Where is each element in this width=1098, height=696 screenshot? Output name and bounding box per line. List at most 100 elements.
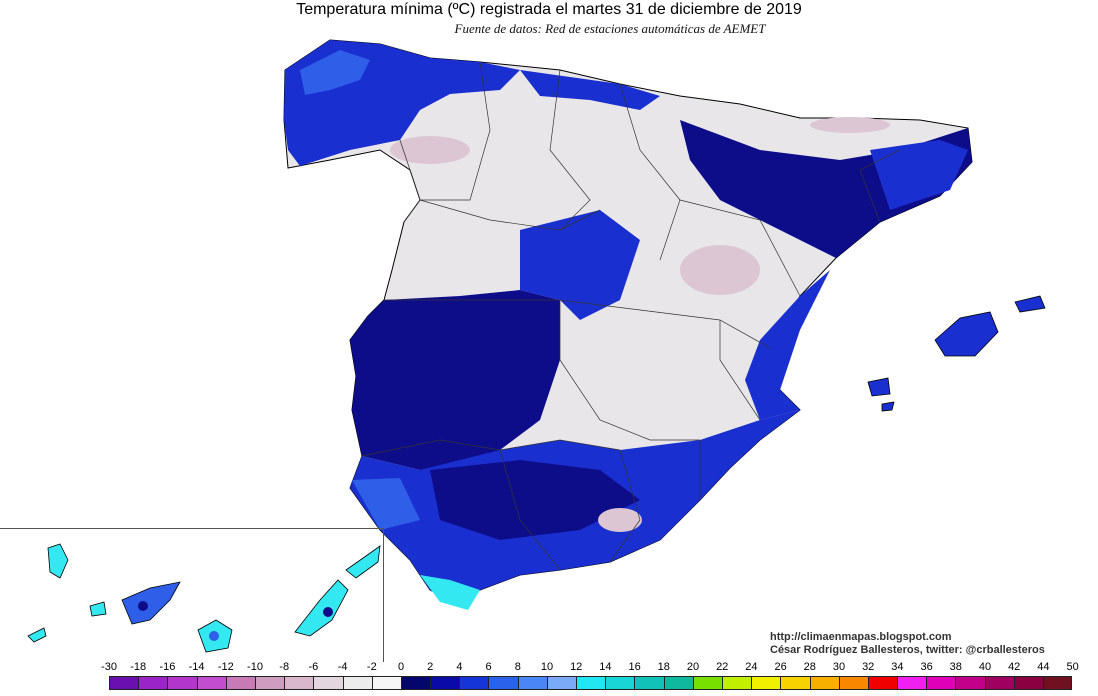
legend-label: 10 [540, 661, 554, 673]
gran-canaria-cold-spot [209, 631, 219, 641]
legend-label: 6 [485, 661, 492, 673]
guadalquivir-deep-cold [430, 460, 640, 540]
galicia-deep-cold [300, 50, 370, 95]
legend-swatch [430, 676, 460, 690]
legend-label: 40 [978, 661, 992, 673]
canary-islands-frame [0, 528, 384, 662]
legend-swatch [284, 676, 314, 690]
legend-swatch [459, 676, 489, 690]
legend-label: 34 [891, 661, 904, 673]
catalonia-cold [870, 140, 968, 210]
el-hierro-island [27, 627, 47, 643]
legend-swatch [955, 676, 985, 690]
legend-swatch [926, 676, 956, 690]
legend-label: -18 [130, 661, 147, 673]
legend-swatch [196, 676, 226, 690]
fuerteventura-island [294, 579, 349, 637]
legend-label: 44 [1037, 661, 1050, 673]
legend-label: 2 [427, 661, 434, 673]
legend-swatch [897, 676, 927, 690]
legend-label: -12 [217, 661, 234, 673]
legend-swatch [721, 676, 752, 690]
map-subtitle: Fuente de datos: Red de estaciones autom… [454, 21, 766, 36]
legend-swatch [809, 676, 839, 690]
legend-label: -8 [279, 661, 290, 673]
legend-swatch [751, 676, 781, 690]
pyrenees-mauve [810, 117, 890, 133]
legend-swatch [1043, 676, 1073, 690]
legend-label: 28 [803, 661, 816, 673]
fuerteventura-cold-spot [323, 607, 333, 617]
legend-label: 32 [862, 661, 875, 673]
iberian-system-mauve [680, 245, 760, 295]
legend-swatch [138, 676, 168, 690]
legend-swatch [605, 676, 635, 690]
legend-swatch [576, 676, 606, 690]
legend-label: 42 [1008, 661, 1021, 673]
legend-label: -14 [188, 661, 205, 673]
legend-label: 36 [920, 661, 933, 673]
legend-label: -16 [159, 661, 176, 673]
temperature-map [27, 39, 1046, 653]
northern-plateau-mauve [390, 136, 470, 164]
sierra-nevada-mauve [598, 508, 642, 532]
mallorca-island [934, 311, 999, 357]
west-central-cold [350, 290, 560, 470]
legend-swatch [780, 676, 810, 690]
menorca-island [1014, 295, 1046, 313]
legend-label: -10 [247, 661, 263, 673]
legend-swatch [838, 676, 868, 690]
legend-swatch [167, 676, 197, 690]
legend-label: 22 [716, 661, 729, 673]
canary-islands-inset [27, 543, 381, 653]
legend-label: -4 [337, 661, 348, 673]
credit-author: César Rodríguez Ballesteros, twitter: @c… [770, 644, 1045, 656]
legend-swatch [867, 676, 898, 690]
lanzarote-island [345, 545, 381, 579]
tenerife-island [121, 581, 181, 625]
legend-swatch [488, 676, 518, 690]
south-coast-above-zero [420, 575, 480, 610]
legend-label: 4 [456, 661, 463, 673]
legend-label: 26 [774, 661, 787, 673]
legend-swatch [634, 676, 664, 690]
legend-swatch [225, 676, 255, 690]
legend-swatch [1013, 676, 1043, 690]
legend-label: 24 [745, 661, 758, 673]
legend-label: 12 [570, 661, 583, 673]
legend-label: 20 [686, 661, 700, 673]
ibiza-island [867, 377, 891, 397]
legend-swatch [517, 676, 547, 690]
legend-label: 18 [657, 661, 670, 673]
map-title: Temperatura mínima (ºC) registrada el ma… [296, 1, 802, 18]
province-borders [361, 61, 901, 571]
legend-label: 0 [397, 661, 405, 673]
la-gomera-island [89, 601, 107, 617]
legend-label: 38 [949, 661, 962, 673]
legend-swatch [109, 676, 139, 690]
legend-swatch [692, 676, 722, 690]
legend-swatch [313, 676, 343, 690]
legend-label: -2 [366, 661, 377, 673]
east-coast-cold [745, 258, 836, 420]
formentera-island [881, 401, 895, 412]
legend-swatch [546, 676, 576, 690]
legend-swatch [663, 676, 693, 690]
legend-label: -6 [308, 661, 319, 673]
color-legend [109, 676, 1073, 690]
legend-label: 30 [832, 661, 846, 673]
huelva-light-cold [352, 478, 420, 530]
legend-swatch [342, 676, 372, 690]
legend-swatch [400, 676, 431, 690]
central-cold-band [520, 210, 640, 320]
legend-label: 50 [1066, 661, 1079, 673]
legend-swatch [984, 676, 1014, 690]
legend-label: 14 [599, 661, 612, 673]
legend-label: 8 [514, 661, 521, 673]
credit-url: http://climaenmapas.blogspot.com [770, 631, 952, 643]
legend-label: -30 [101, 661, 117, 673]
teide-cold-spot [138, 601, 148, 611]
legend-swatch [371, 676, 401, 690]
la-palma-island [47, 543, 69, 579]
legend-swatch [254, 676, 285, 690]
